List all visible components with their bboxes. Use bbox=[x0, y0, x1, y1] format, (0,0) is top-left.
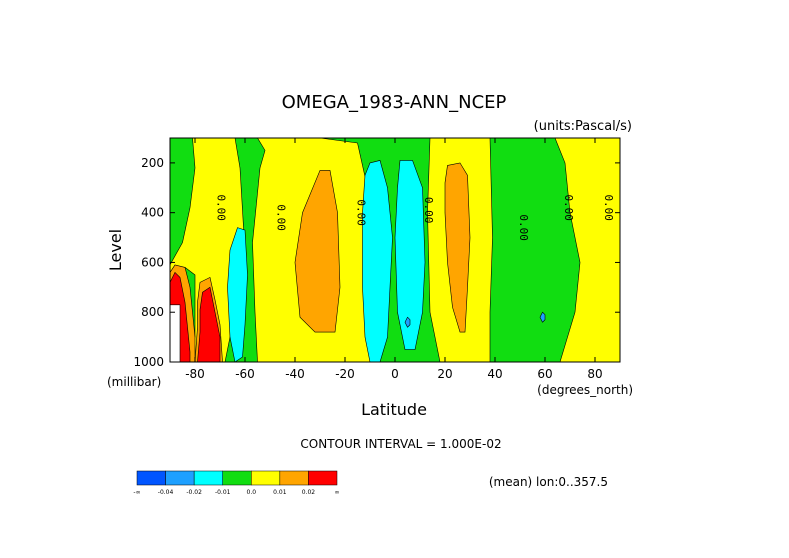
contour-zero-label: 0.00 bbox=[355, 199, 368, 226]
contour-zero-labels: 0.00 0.00 0.00 0.00 0.00 0.00 0.00 bbox=[215, 194, 616, 240]
contour-zero-label: 0.00 bbox=[562, 194, 575, 221]
colorbar-label: -0.02 bbox=[186, 489, 202, 496]
y-tick-label: 1000 bbox=[133, 355, 164, 369]
contour-region bbox=[294, 170, 341, 333]
colorbar-swatch bbox=[136, 470, 166, 486]
colorbar-swatch bbox=[193, 470, 223, 486]
contour-region bbox=[362, 160, 393, 362]
x-axis-label: Latitude bbox=[361, 400, 427, 419]
contour-region bbox=[554, 138, 620, 362]
colorbar-swatch bbox=[308, 470, 338, 486]
colorbar-label: -0.04 bbox=[158, 489, 174, 496]
y-tick-label: 400 bbox=[141, 206, 164, 220]
x-tick-label: 20 bbox=[437, 367, 452, 381]
x-tick-label: -40 bbox=[285, 367, 305, 381]
x-tick-label: 60 bbox=[537, 367, 552, 381]
colorbar-label: 0.02 bbox=[302, 489, 316, 496]
y-axis-label: Level bbox=[106, 229, 125, 271]
chart-title: OMEGA_1983-ANN_NCEP bbox=[282, 92, 507, 113]
colorbar-swatch bbox=[251, 470, 281, 486]
colorbar-label: 0.0 bbox=[247, 489, 257, 496]
contour-zero-label: 0.00 bbox=[602, 194, 615, 221]
colorbar-swatch bbox=[165, 470, 195, 486]
colorbar-label: -0.01 bbox=[215, 489, 231, 496]
colorbar-label: 0.01 bbox=[273, 489, 287, 496]
contour-region bbox=[170, 304, 181, 362]
contour-interval-text: CONTOUR INTERVAL = 1.000E-02 bbox=[300, 437, 501, 451]
x-axis: -80 -60 -40 -20 0 20 40 60 80 bbox=[185, 138, 603, 381]
y-tick-label: 800 bbox=[141, 305, 164, 319]
colorbar-label: ∞ bbox=[335, 489, 340, 496]
x-tick-label: 0 bbox=[391, 367, 399, 381]
x-tick-label: 40 bbox=[487, 367, 502, 381]
contour-zero-label: 0.00 bbox=[275, 204, 288, 231]
colorbar-swatch bbox=[279, 470, 309, 486]
contour-zero-label: 0.00 bbox=[517, 214, 530, 241]
y-tick-label: 600 bbox=[141, 255, 164, 269]
colorbar-swatch bbox=[222, 470, 252, 486]
contour-regions bbox=[170, 138, 620, 362]
y-units-label: (millibar) bbox=[107, 375, 161, 389]
x-tick-label: -60 bbox=[235, 367, 255, 381]
contour-region bbox=[539, 311, 546, 323]
contour-region bbox=[227, 227, 248, 362]
footer-text: (mean) lon:0..357.5 bbox=[489, 475, 608, 489]
contour-region bbox=[394, 160, 426, 350]
y-tick-label: 200 bbox=[141, 156, 164, 170]
contour-zero-label: 0.00 bbox=[215, 194, 228, 221]
x-tick-label: -80 bbox=[185, 367, 205, 381]
colorbar-label: -∞ bbox=[133, 489, 140, 496]
colorbar: -∞ -0.04 -0.02 -0.01 0.0 0.01 0.02 ∞ bbox=[133, 470, 340, 496]
contour-region bbox=[404, 316, 411, 328]
y-axis: 200 400 600 800 1000 bbox=[133, 156, 620, 369]
chart-units-label: (units:Pascal/s) bbox=[534, 119, 632, 134]
x-units-label: (degrees_north) bbox=[537, 383, 633, 397]
contour-zero-label: 0.00 bbox=[422, 197, 435, 224]
x-tick-label: -20 bbox=[335, 367, 355, 381]
contour-region bbox=[197, 286, 221, 362]
contour-region bbox=[444, 162, 471, 333]
x-tick-label: 80 bbox=[587, 367, 602, 381]
